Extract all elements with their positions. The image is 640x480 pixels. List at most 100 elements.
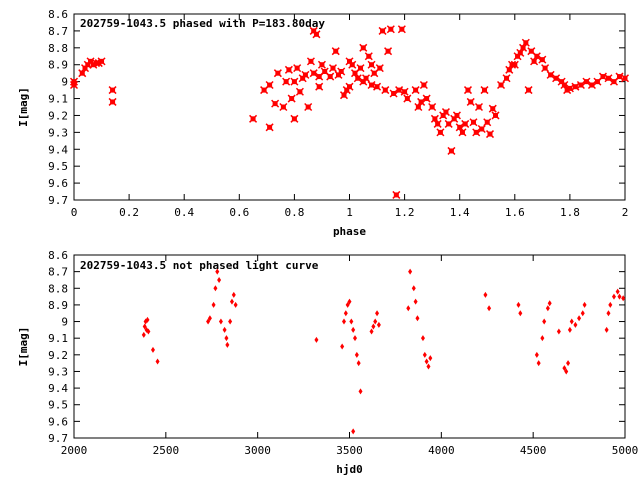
data-point bbox=[461, 119, 470, 128]
data-point bbox=[69, 77, 79, 86]
data-point bbox=[293, 64, 302, 73]
data-point bbox=[466, 97, 475, 106]
data-point bbox=[312, 30, 321, 39]
data-point bbox=[534, 351, 539, 358]
data-point bbox=[598, 72, 607, 81]
data-point bbox=[381, 86, 390, 95]
data-point bbox=[290, 114, 299, 123]
y-tick-label: 9.1 bbox=[48, 332, 68, 345]
data-point bbox=[428, 355, 433, 362]
y-tick-label: 9.5 bbox=[48, 160, 68, 173]
data-point bbox=[273, 69, 282, 78]
y-tick-label: 8.8 bbox=[48, 42, 68, 55]
data-point bbox=[351, 326, 356, 333]
data-point bbox=[145, 316, 150, 323]
data-point bbox=[415, 315, 420, 322]
data-point bbox=[146, 328, 151, 335]
data-point bbox=[347, 298, 352, 305]
data-point bbox=[577, 315, 582, 322]
data-point bbox=[231, 291, 236, 298]
data-point bbox=[519, 43, 528, 52]
data-point bbox=[411, 285, 416, 292]
data-point bbox=[331, 47, 340, 56]
data-point bbox=[617, 293, 622, 300]
data-point bbox=[345, 301, 350, 308]
data-point bbox=[477, 124, 486, 134]
data-point bbox=[353, 74, 362, 83]
data-point bbox=[556, 328, 561, 335]
data-point bbox=[564, 368, 569, 375]
data-point bbox=[218, 318, 223, 325]
data-point bbox=[542, 318, 547, 325]
data-point bbox=[420, 335, 425, 342]
y-tick-label: 9.2 bbox=[48, 109, 68, 122]
y-axis-title: I[mag] bbox=[17, 327, 30, 367]
x-tick-label: 0 bbox=[71, 206, 78, 219]
data-point bbox=[621, 295, 626, 302]
data-point bbox=[565, 84, 574, 93]
data-point bbox=[474, 102, 484, 112]
x-tick-label: 1.8 bbox=[560, 206, 580, 219]
data-point bbox=[233, 301, 238, 308]
data-point bbox=[367, 60, 376, 69]
data-point bbox=[611, 293, 616, 300]
x-tick-label: 2 bbox=[622, 206, 629, 219]
data-point bbox=[367, 80, 376, 90]
data-point bbox=[265, 123, 274, 132]
data-point bbox=[348, 60, 357, 69]
x-axis-title: phase bbox=[333, 225, 366, 238]
data-point bbox=[213, 285, 218, 292]
data-point bbox=[472, 128, 481, 137]
data-point bbox=[343, 310, 348, 317]
x-tick-label: 4500 bbox=[520, 444, 547, 457]
data-point bbox=[496, 80, 506, 90]
data-point bbox=[417, 97, 426, 106]
data-point bbox=[206, 318, 211, 325]
unphased-light-curve-panel: 2000 2500 3000 3500 4000 4500 5000 8.6 8.7 8.8 8.9… bbox=[17, 249, 638, 476]
chart-title: 202759-1043.5 phased with P=183.80day bbox=[80, 17, 325, 30]
data-point bbox=[400, 87, 409, 96]
data-point bbox=[430, 114, 439, 123]
y-tick-label: 9.7 bbox=[48, 432, 68, 445]
y-tick-label: 9 bbox=[61, 316, 68, 329]
data-point bbox=[108, 97, 117, 106]
y-tick-label: 8.9 bbox=[48, 59, 68, 72]
data-point bbox=[108, 86, 117, 95]
y-tick-label: 8.8 bbox=[48, 282, 68, 295]
data-point bbox=[225, 341, 230, 348]
y-tick-label: 9.3 bbox=[48, 126, 68, 139]
x-tick-label: 3000 bbox=[244, 444, 271, 457]
data-point bbox=[540, 335, 545, 342]
data-point bbox=[361, 74, 371, 83]
y-tick-label: 9.7 bbox=[48, 194, 68, 207]
y-tick-label: 9.1 bbox=[48, 93, 68, 106]
data-point bbox=[271, 99, 280, 108]
data-point bbox=[369, 328, 374, 335]
data-point bbox=[358, 388, 363, 395]
data-point bbox=[306, 57, 315, 66]
data-point bbox=[608, 301, 613, 308]
x-tick-label: 3500 bbox=[336, 444, 363, 457]
data-point bbox=[441, 108, 450, 117]
data-point bbox=[384, 47, 393, 56]
data-point bbox=[480, 86, 489, 95]
data-point bbox=[97, 57, 106, 66]
data-point bbox=[433, 119, 442, 128]
plot-frame bbox=[73, 254, 626, 439]
data-point bbox=[354, 351, 359, 358]
x-tick-label: 0.8 bbox=[284, 206, 304, 219]
data-point bbox=[413, 298, 418, 305]
data-point bbox=[207, 315, 212, 322]
x-tick-label: 1.4 bbox=[450, 206, 470, 219]
data-point bbox=[567, 326, 572, 333]
data-point bbox=[428, 102, 437, 112]
data-point bbox=[571, 82, 580, 91]
data-point bbox=[389, 89, 398, 98]
data-point bbox=[411, 86, 420, 95]
data-point bbox=[516, 301, 521, 308]
data-point bbox=[546, 70, 555, 79]
data-point bbox=[469, 118, 478, 127]
phased-light-curve-panel: 0 0.2 0.4 0.6 0.8 1 1.2 1.4 1.6 1.8 2 8.6 8.7 8.8 8.9 9… bbox=[17, 8, 630, 238]
y-tick-label: 8.6 bbox=[48, 8, 68, 21]
